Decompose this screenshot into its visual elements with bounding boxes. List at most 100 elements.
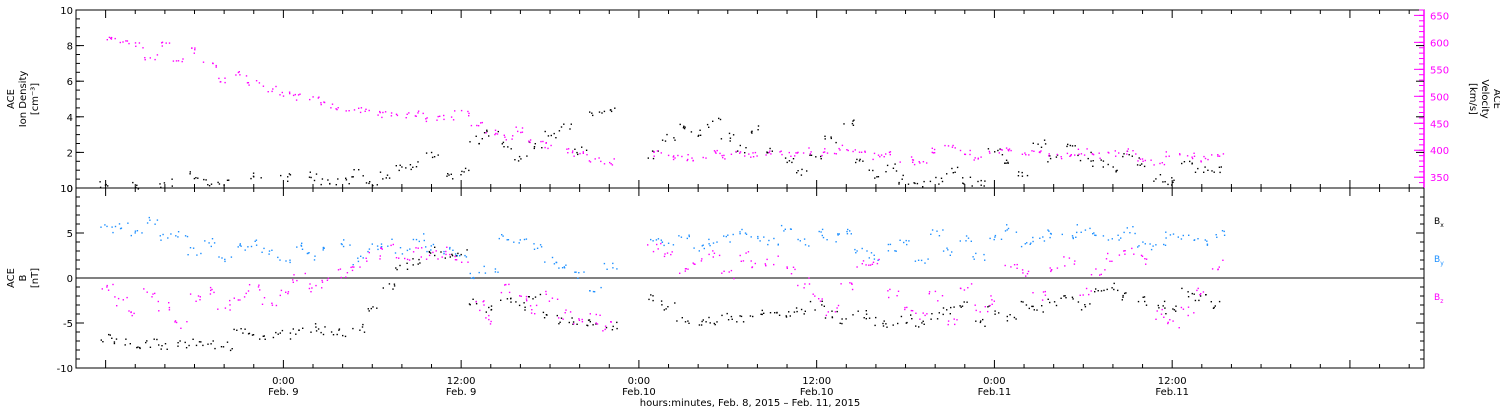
ion-density-point <box>478 142 480 145</box>
bz-point <box>851 283 853 285</box>
velocity-point <box>705 157 707 159</box>
bz-point <box>803 287 805 289</box>
bx-point <box>322 333 325 336</box>
ion-density-point <box>99 186 102 189</box>
by-point <box>942 229 944 231</box>
velocity-point <box>381 116 383 119</box>
ion-density-point <box>935 176 937 179</box>
bx-point <box>488 306 490 309</box>
ion-density-point <box>137 187 140 189</box>
velocity-point <box>267 91 269 93</box>
bx-point <box>1143 296 1146 298</box>
bz-point <box>610 321 612 323</box>
velocity-point <box>826 152 829 154</box>
ion-density-point <box>788 160 791 162</box>
ion-density-point <box>962 177 964 179</box>
velocity-point <box>345 110 347 112</box>
ion-density-point <box>1043 139 1046 141</box>
by-point <box>301 242 303 244</box>
by-point <box>856 250 858 252</box>
bz-point <box>595 322 597 324</box>
bx-point <box>795 307 798 309</box>
bx-point <box>417 263 419 265</box>
ion-density-point <box>353 169 355 171</box>
bx-point <box>263 335 265 337</box>
bz-point <box>991 299 993 301</box>
by-point <box>612 267 614 269</box>
by-point <box>189 247 192 249</box>
ion-density-point <box>533 147 535 150</box>
velocity-point <box>1069 155 1071 157</box>
bx-point <box>1013 316 1016 319</box>
ion-density-point <box>1007 161 1009 164</box>
ion-density-point <box>769 147 771 150</box>
by-point <box>1042 236 1044 238</box>
velocity-point <box>1092 153 1094 156</box>
ion-density-point <box>1066 145 1068 148</box>
velocity-point <box>275 85 277 88</box>
bz-point <box>224 307 227 309</box>
by-point <box>873 258 876 260</box>
velocity-point <box>821 154 823 157</box>
by-point <box>868 257 870 259</box>
bz-point <box>818 298 820 300</box>
velocity-point <box>858 151 861 153</box>
ion-density-point <box>1172 181 1174 183</box>
velocity-point <box>754 151 757 154</box>
bx-point <box>184 341 186 344</box>
bz-point <box>987 310 989 313</box>
ion-density-point <box>446 175 448 177</box>
velocity-point <box>790 155 792 157</box>
velocity-point <box>353 109 356 111</box>
bz-point <box>531 309 533 311</box>
ion-density-point <box>907 183 910 185</box>
by-point <box>744 232 747 234</box>
by-point <box>1137 246 1139 248</box>
by-point <box>130 234 132 237</box>
bz-point <box>937 300 939 302</box>
bx-point <box>961 305 964 307</box>
by-point <box>307 252 309 255</box>
ion-density-point <box>843 123 845 125</box>
bx-point <box>534 296 537 298</box>
bz-point <box>122 299 124 301</box>
velocity-point <box>437 115 439 118</box>
by-point <box>993 238 995 241</box>
bz-point <box>664 253 666 255</box>
bz-point <box>1118 254 1121 256</box>
velocity-point <box>846 149 848 151</box>
velocity-point <box>609 161 611 164</box>
bz-point <box>271 304 274 306</box>
ion-density-point <box>1074 145 1076 147</box>
bz-point <box>209 293 212 295</box>
velocity-point <box>889 151 892 153</box>
velocity-point <box>656 150 659 152</box>
velocity-point <box>889 153 891 156</box>
velocity-point <box>653 151 655 153</box>
ion-density-point <box>464 167 467 170</box>
bx-point <box>315 330 318 332</box>
ion-density-point <box>1116 169 1118 172</box>
velocity-point <box>219 81 221 83</box>
bx-point <box>905 322 907 324</box>
velocity-point <box>194 47 196 49</box>
velocity-point <box>1033 150 1035 152</box>
ion-density-point <box>452 178 454 180</box>
b-field-tick-label: -5 <box>63 319 73 330</box>
velocity-tick-label: 550 <box>1430 65 1449 76</box>
by-point <box>443 253 445 255</box>
time-tick-label: 12:00 <box>802 376 831 387</box>
bz-point <box>1016 263 1018 266</box>
velocity-point <box>1165 155 1167 158</box>
ion-density-point <box>1123 153 1125 155</box>
ion-density-point <box>372 184 374 187</box>
velocity-point <box>425 118 427 120</box>
ion-density-point <box>398 169 400 172</box>
ion-density-point <box>901 178 903 180</box>
bz-point <box>934 290 937 293</box>
by-point <box>930 233 932 235</box>
by-point <box>149 219 151 221</box>
by-point <box>1169 234 1172 236</box>
by-point <box>951 251 953 253</box>
bx-point <box>984 325 986 327</box>
